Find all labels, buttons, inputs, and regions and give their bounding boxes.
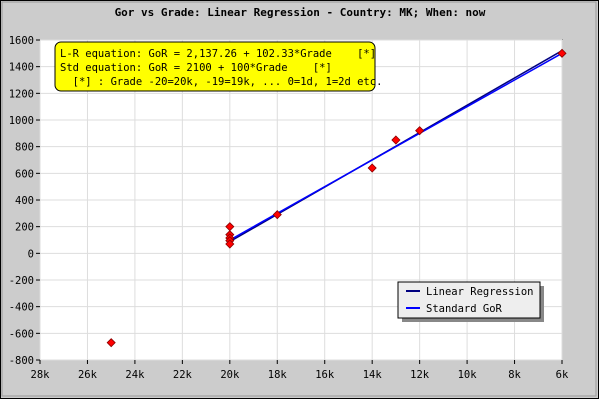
x-tick-label: 18k xyxy=(268,369,288,381)
y-tick-label: 800 xyxy=(15,142,34,154)
legend-label-standard-gor: Standard GoR xyxy=(426,303,503,315)
x-tick-label: 26k xyxy=(78,369,98,381)
y-tick-label: 400 xyxy=(15,195,34,207)
x-tick-label: 28k xyxy=(31,369,51,381)
legend-box xyxy=(397,281,541,319)
data-points xyxy=(106,48,567,348)
x-tick-label: 22k xyxy=(173,369,193,381)
grid-lines xyxy=(39,39,563,361)
y-tick-label: 1400 xyxy=(9,62,34,74)
x-tick-label: 20k xyxy=(220,369,240,381)
chart-title: Gor vs Grade: Linear Regression - Countr… xyxy=(115,6,486,19)
y-tick-label: -200 xyxy=(9,275,34,287)
equation-line-std: Std equation: GoR = 2100 + 100*Grade [*] xyxy=(60,62,332,74)
y-tick-label: 1600 xyxy=(9,35,34,47)
data-point xyxy=(225,239,235,249)
x-tick-label: 16k xyxy=(315,369,335,381)
series-line-standard-gor xyxy=(229,52,563,241)
series-lines xyxy=(229,50,563,243)
data-point xyxy=(272,210,282,220)
data-point xyxy=(415,126,425,136)
y-tick-label: -800 xyxy=(9,355,34,367)
data-point xyxy=(391,135,401,145)
y-tick-label: 1200 xyxy=(9,88,34,100)
x-tick-label: 14k xyxy=(363,369,383,381)
equation-line-lr: L-R equation: GoR = 2,137.26 + 102.33*Gr… xyxy=(60,48,376,60)
x-tick-label: 24k xyxy=(125,369,145,381)
y-tick-label: 600 xyxy=(15,168,34,180)
x-tick-label: 10k xyxy=(458,369,478,381)
y-tick-label: 0 xyxy=(28,248,34,260)
x-tick-label: 8k xyxy=(508,369,521,381)
y-tick-label: -600 xyxy=(9,328,34,340)
equation-box xyxy=(54,41,376,92)
x-tick-label: 12k xyxy=(410,369,430,381)
y-axis-ticks: -800 -600 -400 -200 0 200 400 600 800 1000 1200 140… xyxy=(9,35,40,367)
legend: Linear Regression Standard GoR xyxy=(397,281,544,322)
equation-line-note: [*] : Grade -20=20k, -19=19k, ... 0=1d, … xyxy=(60,76,382,88)
x-axis-ticks: 28k 26k 24k 22k 20k 18k 16k 14k 12k 10k 8k 6k xyxy=(31,360,569,381)
equation-annotation: L-R equation: GoR = 2,137.26 + 102.33*Gr… xyxy=(54,41,382,92)
data-point xyxy=(557,48,567,58)
y-tick-label: -400 xyxy=(9,302,34,314)
y-tick-label: 200 xyxy=(15,222,34,234)
x-tick-label: 6k xyxy=(556,369,569,381)
legend-label-linear-regression: Linear Regression xyxy=(426,286,533,298)
data-point xyxy=(106,338,116,348)
y-tick-label: 1000 xyxy=(9,115,34,127)
data-point xyxy=(367,163,377,173)
